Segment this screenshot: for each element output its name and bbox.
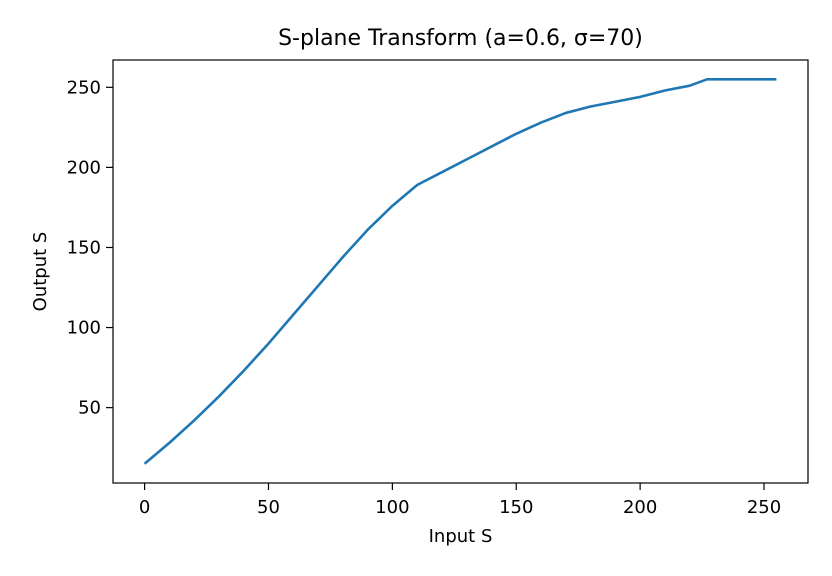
y-tick-label: 150 (67, 237, 101, 258)
x-tick-label: 200 (623, 497, 657, 518)
x-axis-ticks: 0 50 100 150 200 250 (139, 483, 781, 518)
x-tick-label: 150 (499, 497, 533, 518)
y-tick-label: 250 (67, 77, 101, 98)
axes-frame (112, 59, 809, 484)
y-tick-label: 50 (78, 398, 101, 419)
y-tick-label: 100 (67, 318, 101, 339)
y-tick-label: 200 (67, 157, 101, 178)
x-tick-label: 250 (747, 497, 781, 518)
x-tick-label: 50 (257, 497, 280, 518)
chart-title: S-plane Transform (a=0.6, σ=70) (278, 26, 643, 51)
plot-layer (143, 78, 777, 465)
x-axis-label: Input S (429, 526, 493, 547)
y-axis-ticks: 50 100 150 200 250 (67, 77, 113, 419)
x-tick-label: 100 (375, 497, 409, 518)
x-tick-label: 0 (139, 497, 150, 518)
series-line (143, 78, 777, 465)
y-axis-label: Output S (30, 232, 51, 312)
